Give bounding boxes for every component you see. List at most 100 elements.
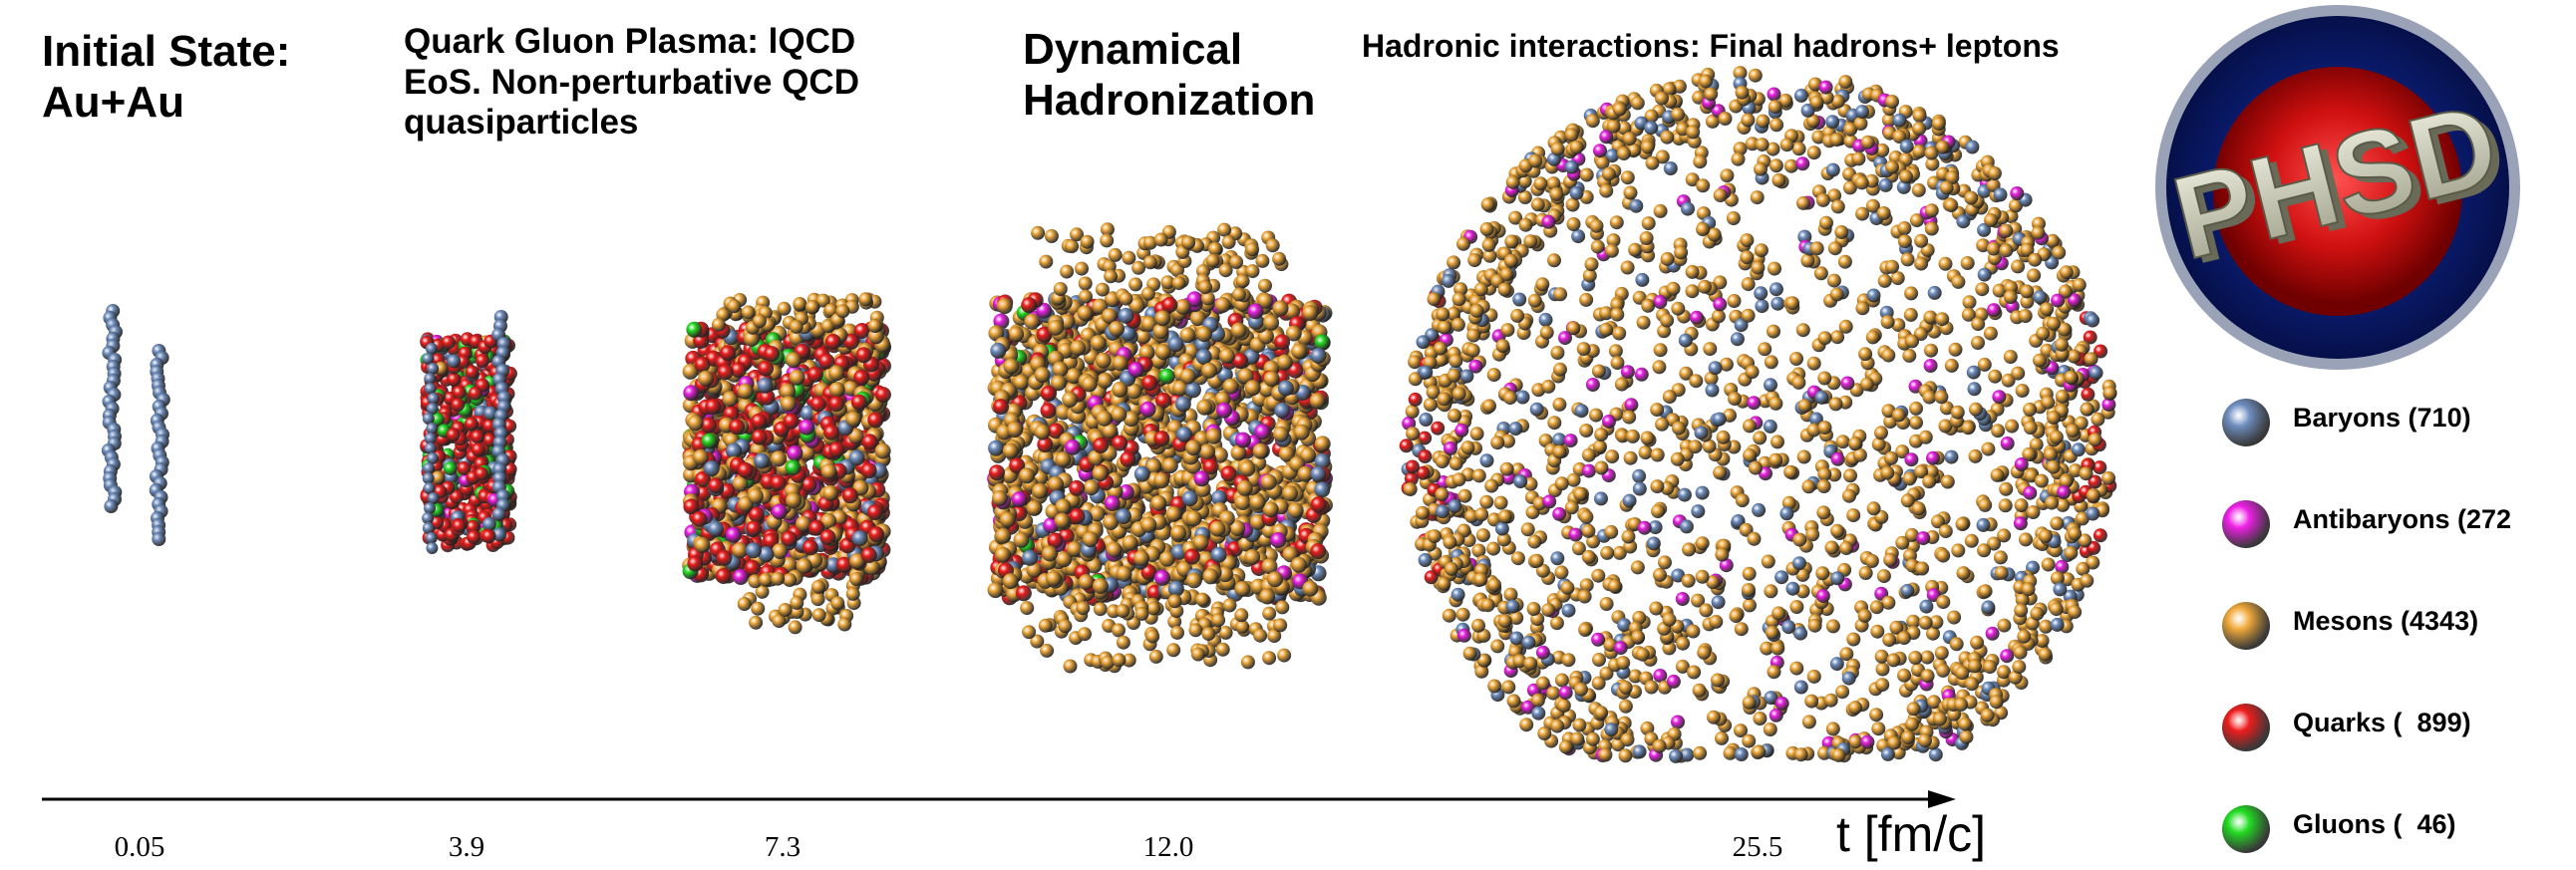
- particle-meson: [1805, 527, 1820, 542]
- particle-meson: [1829, 133, 1844, 147]
- particle-meson: [1153, 232, 1168, 247]
- particle-meson: [1895, 444, 1910, 459]
- particle-meson: [1825, 722, 1840, 736]
- particle-meson: [1123, 411, 1139, 428]
- particle-quark: [482, 529, 496, 544]
- particle-meson: [1734, 724, 1748, 738]
- particle-meson: [1711, 309, 1726, 324]
- particle-quark: [466, 519, 481, 534]
- particle-meson: [1291, 556, 1307, 573]
- stage-title-qgp: Quark Gluon Plasma: lQCD EoS. Non-pertur…: [404, 22, 859, 143]
- particle-meson: [1553, 362, 1567, 377]
- particle-baryon: [425, 343, 438, 355]
- particle-meson: [1161, 457, 1178, 474]
- particle-meson: [1830, 523, 1845, 538]
- particle-meson: [1140, 316, 1157, 332]
- particle-meson: [810, 592, 825, 607]
- particle-meson: [2030, 606, 2045, 621]
- particle-antibaryon: [1193, 470, 1210, 487]
- particle-meson: [1081, 376, 1098, 393]
- particle-quark: [1036, 326, 1053, 343]
- particle-meson: [1653, 203, 1668, 218]
- particle-meson: [1698, 279, 1712, 294]
- particle-meson: [1273, 618, 1288, 633]
- particle-meson: [786, 352, 802, 369]
- particle-meson: [1905, 717, 1919, 731]
- particle-baryon: [708, 520, 724, 537]
- particle-meson: [781, 396, 797, 413]
- particle-meson: [1116, 635, 1130, 650]
- particle-meson: [1145, 629, 1160, 644]
- particle-meson: [1034, 367, 1051, 384]
- stage-title-initial: Initial State: Au+Au: [42, 27, 291, 128]
- particle-meson: [1083, 479, 1100, 496]
- particle-meson: [1080, 234, 1095, 249]
- particle-meson: [1026, 499, 1043, 516]
- particle-baryon: [1695, 485, 1710, 500]
- particle-meson: [1681, 573, 1696, 588]
- particle-meson: [1599, 597, 1614, 611]
- particle-meson: [1495, 339, 1510, 354]
- particle-meson: [987, 582, 1004, 599]
- particle-meson: [1026, 561, 1043, 578]
- particle-antibaryon: [1254, 424, 1271, 440]
- particle-meson: [1196, 399, 1213, 416]
- particle-baryon: [1574, 404, 1589, 419]
- particle-meson: [1537, 726, 1552, 740]
- particle-meson: [849, 572, 864, 586]
- particle-antibaryon: [1675, 592, 1690, 606]
- particle-quark: [1048, 423, 1065, 439]
- particle-quark: [1416, 465, 1431, 480]
- particle-meson: [1140, 516, 1157, 533]
- particle-meson: [1733, 66, 1748, 81]
- particle-meson: [1272, 300, 1289, 317]
- particle-baryon: [424, 433, 437, 444]
- particle-quark: [1153, 431, 1170, 447]
- particle-meson: [1510, 308, 1525, 323]
- particle-quark: [451, 398, 466, 413]
- particle-baryon: [1442, 273, 1455, 288]
- particle-meson: [793, 297, 807, 311]
- particle-baryon: [800, 405, 816, 422]
- particle-meson: [1302, 305, 1319, 321]
- particle-quark: [989, 464, 1005, 481]
- particle-meson: [1509, 611, 1524, 625]
- particle-meson: [1179, 368, 1196, 385]
- particle-meson: [1267, 571, 1284, 588]
- particle-meson: [1078, 276, 1093, 291]
- particle-baryon: [422, 512, 435, 524]
- particle-meson: [1796, 195, 1810, 210]
- particle-meson: [1817, 371, 1832, 386]
- particle-baryon: [427, 452, 439, 464]
- particle-meson: [1834, 225, 1849, 239]
- particle-meson: [786, 492, 803, 509]
- particle-meson: [1103, 514, 1120, 530]
- particle-baryon: [1944, 449, 1959, 464]
- particle-meson: [1297, 465, 1314, 482]
- particle-meson: [1975, 282, 1990, 297]
- particle-baryon: [1509, 631, 1524, 646]
- particle-baryon: [1632, 468, 1647, 483]
- particle-baryon: [1878, 177, 1893, 192]
- particle-baryon: [1956, 214, 1971, 229]
- particle-meson: [1704, 371, 1719, 386]
- particle-meson: [759, 572, 773, 587]
- particle-baryon: [1167, 336, 1184, 353]
- particle-meson: [828, 365, 845, 382]
- particle-meson: [1764, 584, 1778, 599]
- particle-quark: [683, 498, 700, 515]
- particle-quark: [1069, 508, 1086, 525]
- particle-meson: [820, 463, 837, 480]
- particle-meson: [1817, 331, 1832, 346]
- particle-meson: [1806, 669, 1821, 684]
- particle-meson: [1671, 107, 1686, 122]
- particle-meson: [1741, 277, 1756, 292]
- particle-meson: [1275, 600, 1290, 615]
- particle-quark: [1140, 564, 1157, 581]
- particle-meson: [1871, 722, 1886, 736]
- particle-meson: [830, 596, 845, 611]
- particle-meson: [771, 571, 786, 586]
- particle-meson: [1791, 142, 1806, 156]
- particle-meson: [1116, 565, 1132, 582]
- particle-meson: [2091, 412, 2105, 427]
